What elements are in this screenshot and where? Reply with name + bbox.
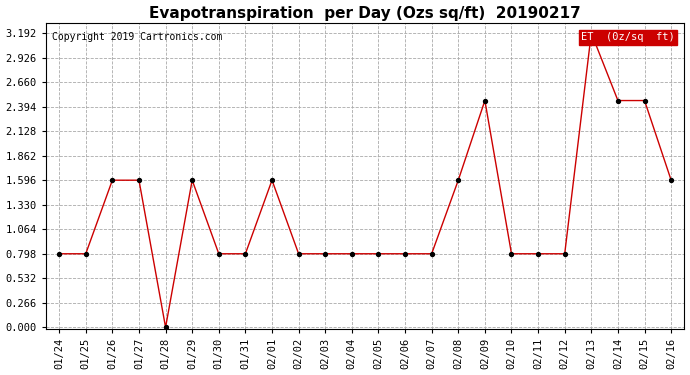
Point <box>54 251 65 257</box>
Point <box>293 251 304 257</box>
Point <box>666 177 677 183</box>
Point <box>107 177 118 183</box>
Point <box>319 251 331 257</box>
Point <box>639 98 650 104</box>
Point <box>346 251 357 257</box>
Point <box>453 177 464 183</box>
Point <box>506 251 517 257</box>
Text: Copyright 2019 Cartronics.com: Copyright 2019 Cartronics.com <box>52 32 223 42</box>
Point <box>240 251 251 257</box>
Point <box>586 30 597 36</box>
Point <box>187 177 198 183</box>
Title: Evapotranspiration  per Day (Ozs sq/ft)  20190217: Evapotranspiration per Day (Ozs sq/ft) 2… <box>149 6 581 21</box>
Point <box>213 251 224 257</box>
Point <box>80 251 91 257</box>
Text: ET  (0z/sq  ft): ET (0z/sq ft) <box>581 32 675 42</box>
Point <box>613 98 624 104</box>
Point <box>480 98 491 104</box>
Point <box>559 251 570 257</box>
Point <box>426 251 437 257</box>
Point <box>533 251 544 257</box>
Point <box>266 177 277 183</box>
Point <box>400 251 411 257</box>
Point <box>373 251 384 257</box>
Point <box>160 324 171 330</box>
Point <box>133 177 144 183</box>
